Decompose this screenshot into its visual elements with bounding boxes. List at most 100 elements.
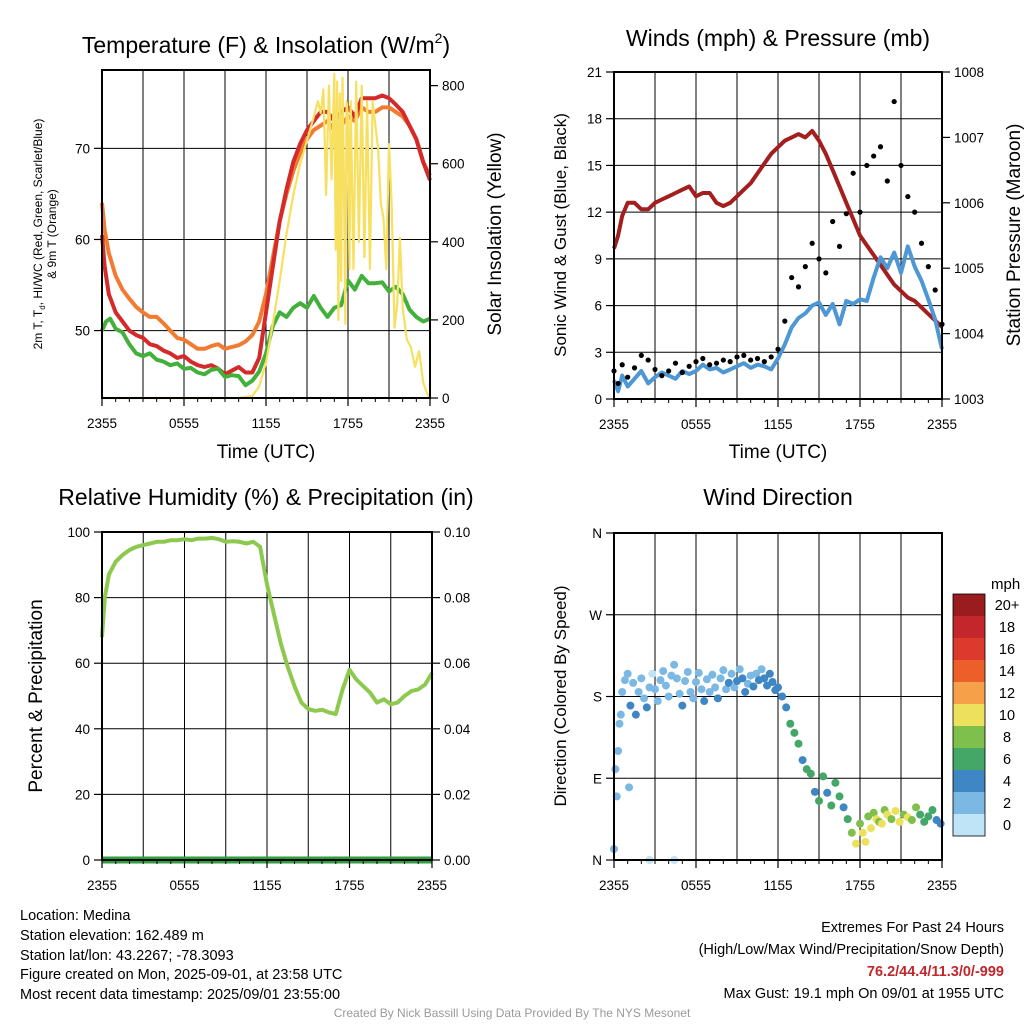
direction-point	[869, 808, 878, 817]
direction-point	[694, 668, 703, 677]
direction-point	[678, 701, 687, 710]
gust-point	[884, 178, 890, 184]
station-elevation: Station elevation: 162.489 m	[20, 927, 204, 944]
gust-point	[686, 363, 692, 369]
y-tick-label: 6	[594, 299, 602, 314]
winds-panel: Winds (mph) & Pressure (mb) 2355 0555 1155…	[551, 25, 1024, 463]
y-tick-label: 18	[587, 112, 602, 127]
y2-tick-label: 1004	[954, 327, 985, 342]
direction-point	[661, 681, 670, 690]
gust-point	[638, 352, 644, 358]
y2-tick-label: 0.10	[444, 525, 470, 540]
direction-point	[623, 669, 632, 678]
gust-point	[843, 211, 849, 217]
gust-point	[809, 240, 815, 246]
direction-point	[648, 669, 657, 678]
y2-tick-label: 0	[442, 391, 450, 406]
gust-point	[615, 380, 621, 387]
direction-point	[730, 683, 739, 692]
y2-tick-label: 1007	[954, 130, 984, 145]
direction-point	[839, 803, 848, 812]
direction-point	[815, 796, 823, 805]
direction-point	[794, 739, 803, 748]
x-tick-label: 1755	[845, 417, 875, 432]
x-tick-label: 2355	[927, 417, 957, 432]
y-tick-label: 60	[75, 232, 90, 247]
direction-point	[722, 685, 731, 694]
y-tick-label: 0	[82, 853, 90, 868]
gust-point	[802, 264, 808, 270]
direction-point	[620, 676, 629, 685]
humidity-ylabel-left: Percent & Precipitation	[26, 599, 47, 792]
humidity-title: Relative Humidity (%) & Precipitation (i…	[58, 484, 473, 510]
y2-tick-label: 1003	[954, 392, 984, 407]
dewpoint-line	[100, 273, 431, 388]
extremes-values: 76.2/44.4/11.3/0/-999	[866, 964, 1004, 980]
station-info: Location: Medina Station elevation: 162.…	[20, 907, 342, 1006]
direction-point	[887, 815, 896, 824]
gust-point	[645, 357, 651, 363]
gust-point	[693, 359, 699, 365]
y-tick-label: 21	[587, 65, 602, 80]
x-tick-label: 0555	[681, 417, 711, 432]
speed-legend: mph 20+ 18 16 14 12 10 8 6 4 2 0	[952, 576, 1020, 837]
gust-point	[857, 209, 863, 215]
winds-xlabel: Time (UTC)	[729, 442, 828, 463]
direction-point	[936, 819, 945, 828]
legend-swatch	[953, 792, 985, 814]
most-recent-timestamp: Most recent data timestamp: 2025/09/01 2…	[20, 987, 341, 1004]
direction-point	[700, 697, 709, 706]
gust-point	[877, 144, 884, 150]
y-tick-label: 9	[594, 252, 602, 267]
y2-tick-label: 1008	[954, 65, 984, 80]
gust-point	[720, 357, 726, 363]
direction-point	[631, 710, 640, 719]
direction-point	[877, 819, 886, 828]
extremes-title: Extremes For Past 24 Hours	[821, 920, 1004, 936]
insolation-line	[102, 72, 431, 400]
direction-point	[656, 676, 665, 685]
humidity-panel: Relative Humidity (%) & Precipitation (i…	[26, 484, 474, 893]
gust-point	[789, 274, 795, 281]
direction-point	[615, 719, 624, 728]
y-tick-label: 0	[594, 392, 602, 407]
gust-point	[754, 355, 761, 362]
gust-point	[748, 357, 754, 363]
y2-tick-label: 0.06	[444, 656, 470, 671]
station-location: Location: Medina	[20, 908, 131, 924]
x-tick-label: 1155	[763, 878, 792, 893]
temp-line	[100, 93, 432, 377]
x-tick-label: 0555	[169, 416, 199, 431]
direction-point	[681, 677, 690, 686]
legend-label: 18	[999, 620, 1015, 636]
direction-title: Wind Direction	[703, 484, 853, 510]
direction-point	[831, 778, 840, 787]
gust-point	[768, 354, 774, 360]
direction-point	[774, 683, 782, 692]
legend-swatch	[953, 726, 985, 748]
temperature-ylabel-left: 2m T, Td, HI/WC (Red, Green, Scarlet/Blu…	[31, 119, 47, 350]
direction-point	[705, 687, 714, 696]
direction-point	[810, 787, 819, 796]
gust-point	[850, 170, 856, 176]
x-tick-label: 1755	[845, 878, 875, 893]
direction-point	[806, 769, 815, 778]
y-tick-label: 80	[75, 591, 90, 606]
legend-label: 16	[999, 642, 1015, 658]
pressure-line	[612, 128, 944, 329]
x-tick-label: 1155	[763, 417, 792, 432]
direction-point	[711, 683, 720, 692]
x-tick-label: 0555	[681, 878, 711, 893]
direction-point	[891, 806, 900, 815]
direction-point	[819, 772, 828, 781]
legend-swatch	[953, 814, 985, 836]
y-tick-label: 3	[594, 345, 602, 360]
direction-point	[757, 665, 766, 674]
temperature-xlabel: Time (UTC)	[217, 442, 316, 463]
direction-point	[741, 687, 750, 696]
direction-point	[827, 801, 836, 810]
y-tick-label: 40	[75, 722, 90, 737]
direction-point	[735, 665, 744, 674]
legend-label: 8	[1003, 730, 1011, 746]
